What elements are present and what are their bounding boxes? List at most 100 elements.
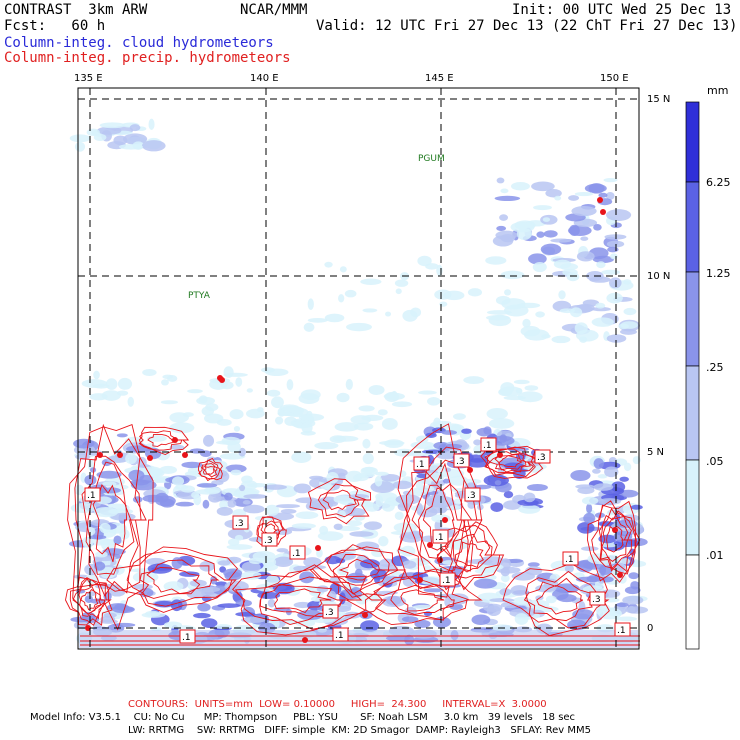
cloud-shade-blob	[113, 535, 122, 545]
cloud-shade-blob	[394, 511, 404, 520]
cloud-shade-blob	[89, 467, 97, 473]
cloud-shade-blob	[361, 467, 376, 474]
cloud-shade-blob	[142, 369, 157, 376]
cloud-shade-blob	[100, 487, 122, 494]
cloud-shade-blob	[346, 322, 372, 332]
cloud-shade-blob	[241, 561, 261, 574]
cloud-shade-blob	[523, 492, 536, 503]
cloud-shade-blob	[604, 234, 627, 240]
cloud-shade-blob	[500, 233, 516, 243]
cloud-shade-blob	[423, 565, 432, 572]
cloud-shade-blob	[609, 277, 622, 289]
cloud-shade-blob	[362, 308, 378, 313]
latitude-label: 0	[647, 623, 653, 634]
precip-max-dot	[117, 452, 123, 458]
cloud-shade-blob	[443, 290, 465, 301]
cloud-shade-blob	[248, 537, 265, 542]
cloud-shade-blob	[606, 209, 632, 221]
cloud-shade-blob	[203, 434, 215, 447]
contour-label-box	[562, 551, 579, 566]
cloud-shade-blob	[577, 521, 595, 534]
cloud-shade-blob	[310, 596, 324, 602]
cloud-shade-blob	[169, 422, 195, 434]
cloud-shade-blob	[291, 451, 312, 463]
longitude-label: 140 E	[250, 73, 279, 84]
cloud-shade-blob	[410, 441, 435, 449]
precip-contour	[197, 457, 223, 482]
cloud-shade-blob	[261, 367, 276, 373]
cloud-shade-blob	[274, 416, 284, 425]
cloud-shade-blob	[217, 560, 231, 566]
latitude-label: 5 N	[647, 447, 664, 458]
station-label: PTYA	[188, 291, 211, 301]
contour-label-box	[84, 487, 101, 502]
cloud-shade-blob	[504, 289, 512, 296]
cloud-shade-blob	[581, 496, 599, 505]
cloud-shade-blob	[501, 298, 526, 310]
precip-contour	[606, 525, 625, 553]
cloud-shade-blob	[514, 613, 529, 625]
cloud-shade-blob	[181, 461, 203, 469]
cloud-shade-blob	[160, 400, 178, 405]
cloud-shade-blob	[580, 236, 589, 241]
cloud-shade-blob	[163, 621, 183, 629]
cloud-shade-blob	[329, 577, 341, 583]
precip-contour	[422, 487, 456, 551]
cloud-shade-blob	[378, 536, 389, 547]
cloud-shade-blob	[593, 458, 605, 469]
cloud-shade-blob	[95, 551, 108, 558]
precip-contour	[307, 478, 372, 525]
cloud-shade-blob	[554, 195, 562, 201]
cloud-shade-blob	[483, 603, 503, 612]
contour-label: .3	[467, 491, 476, 501]
cloud-shade-blob	[291, 523, 316, 529]
precip-contour	[322, 489, 358, 511]
precip-max-dot	[617, 572, 623, 578]
cloud-shade-blob	[113, 135, 128, 146]
cloud-shade-blob	[299, 571, 315, 584]
cloud-shade-blob	[118, 144, 143, 150]
cloud-shade-blob	[486, 310, 512, 315]
cloud-shade-blob	[619, 476, 629, 482]
precip-contour	[78, 585, 102, 615]
precip-contour	[600, 510, 633, 570]
cloud-shade-blob	[224, 571, 242, 581]
cloud-shade-blob	[370, 481, 396, 494]
cloud-shade-blob	[598, 534, 617, 544]
cloud-shade-blob	[518, 504, 541, 514]
cloud-shade-blob	[511, 571, 536, 581]
cloud-shade-blob	[243, 494, 268, 499]
cloud-shade-blob	[298, 413, 325, 422]
precip-contour	[80, 635, 640, 646]
cloud-shade-blob	[621, 558, 631, 565]
cloud-shade-blob	[224, 492, 233, 501]
cloud-shade-blob	[248, 557, 264, 565]
cloud-shade-blob	[471, 614, 491, 625]
cloud-shade-blob	[490, 502, 504, 512]
cloud-shade-blob	[510, 221, 535, 233]
cloud-shade-blob	[344, 289, 357, 298]
cloud-shade-blob	[593, 483, 614, 491]
longitude-labels: 135 E 140 E 145 E 150 E	[74, 73, 629, 84]
cloud-shade-blob	[513, 379, 530, 385]
cloud-shade-blob	[622, 595, 644, 605]
precip-max-dot	[315, 545, 321, 551]
cloud-shade-blob	[601, 269, 620, 275]
precip-contour	[317, 483, 368, 518]
cloud-shade-blob	[196, 586, 221, 593]
precip-contour	[452, 533, 494, 573]
cloud-shade-blob	[127, 396, 135, 407]
contour-label-box	[332, 627, 349, 642]
contour-label-box	[480, 437, 497, 452]
cloud-shade-blob	[73, 438, 95, 449]
cloud-shade-blob	[74, 141, 86, 152]
cloud-shade-blob	[485, 315, 510, 321]
precip-max-dot	[612, 527, 618, 533]
cloud-shade-blob	[427, 396, 441, 406]
contour-label: .1	[442, 576, 451, 586]
contour-label: .1	[483, 441, 492, 451]
cloud-shade-blob	[339, 592, 346, 605]
contour-label-box	[322, 604, 339, 619]
precip-max-dot	[467, 467, 473, 473]
